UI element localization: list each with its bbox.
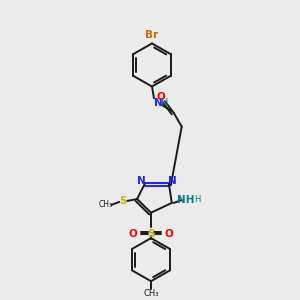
Text: Br: Br — [146, 30, 158, 40]
Text: S: S — [119, 196, 127, 206]
Text: CH₃: CH₃ — [143, 290, 159, 298]
Text: H: H — [161, 98, 169, 108]
Text: NH: NH — [177, 195, 194, 205]
Text: O: O — [164, 229, 173, 239]
Text: O: O — [157, 92, 165, 102]
Text: N: N — [168, 176, 177, 186]
Text: N: N — [137, 176, 146, 186]
Text: O: O — [129, 229, 137, 239]
Text: H: H — [194, 196, 201, 205]
Text: N: N — [154, 98, 162, 108]
Text: S: S — [147, 229, 155, 239]
Text: CH₃: CH₃ — [98, 200, 112, 209]
